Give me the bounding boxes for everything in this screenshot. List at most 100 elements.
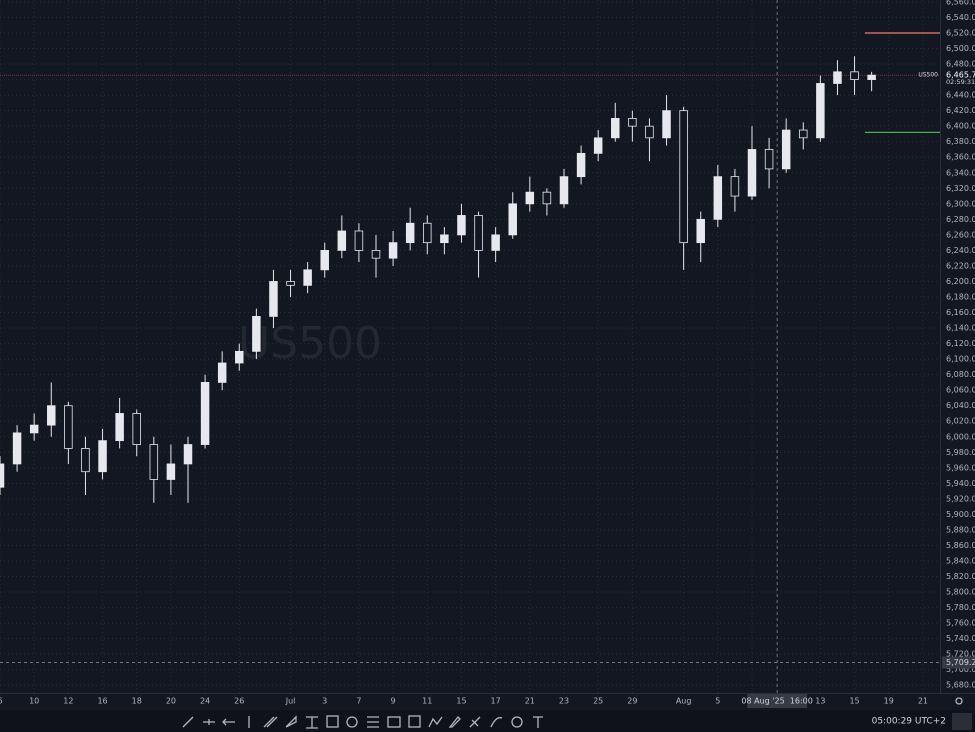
- y-tick-label: 5,680.00: [946, 681, 975, 690]
- path-tool[interactable]: [490, 717, 503, 728]
- y-tick-label: 6,340.00: [946, 168, 975, 177]
- arrow-tool[interactable]: [222, 718, 235, 726]
- crosshair-y-box: [942, 656, 975, 669]
- x-tick-label: 17: [491, 697, 501, 706]
- pattern-tool[interactable]: [428, 716, 443, 728]
- candle-body: [337, 230, 347, 251]
- y-tick-label: 6,180.00: [946, 293, 975, 302]
- candle-body: [474, 215, 483, 251]
- candle-body: [371, 250, 381, 259]
- candle-body: [850, 71, 859, 80]
- y-tick-label: 6,360.00: [946, 153, 975, 162]
- cycle-tool[interactable]: [346, 716, 358, 728]
- candle-body: [799, 129, 808, 139]
- x-tick-label: 12: [63, 697, 73, 706]
- trend-line-tool[interactable]: [182, 716, 194, 728]
- y-tick-label: 6,540.00: [946, 13, 975, 22]
- y-tick-label: 5,960.00: [946, 463, 975, 472]
- y-tick-label: 5,800.00: [946, 588, 975, 597]
- fib-tool[interactable]: [306, 716, 318, 729]
- icon-tool[interactable]: [511, 716, 523, 728]
- candle-body: [388, 242, 398, 259]
- y-tick-label: 5,940.00: [946, 479, 975, 488]
- symbol-label: US500: [918, 72, 938, 79]
- candle-body: [730, 176, 740, 197]
- y-tick-label: 5,840.00: [946, 557, 975, 566]
- gann-tool[interactable]: [367, 716, 379, 728]
- x-tick-label: 20: [166, 697, 176, 706]
- measure-tool[interactable]: [469, 716, 481, 728]
- x-tick-label: Aug: [676, 697, 692, 706]
- settings-button[interactable]: [952, 713, 972, 730]
- x-tick-label: 10: [29, 697, 39, 706]
- crosshair-x-label: 08 Aug '25 16:00: [741, 697, 812, 706]
- candle-body: [679, 110, 688, 244]
- y-tick-label: 5,880.00: [946, 525, 975, 534]
- channel-tool[interactable]: [263, 716, 278, 728]
- candle-body: [217, 362, 227, 383]
- candle-body: [491, 234, 500, 251]
- y-tick-label: 6,280.00: [946, 215, 975, 224]
- toolbar-icons: [182, 697, 972, 730]
- candle-body: [0, 463, 5, 488]
- y-tick-label: 6,020.00: [946, 417, 975, 426]
- pitchfork-tool[interactable]: [285, 715, 297, 728]
- x-tick-label: 11: [422, 697, 432, 706]
- y-tick-label: 6,140.00: [946, 324, 975, 333]
- y-tick-label: 6,000.00: [946, 432, 975, 441]
- y-tick-label: 6,400.00: [946, 122, 975, 131]
- y-tick-label: 6,320.00: [946, 184, 975, 193]
- candle-body: [47, 405, 56, 426]
- text-tool[interactable]: [533, 716, 543, 728]
- y-tick-label: 5,720.00: [946, 650, 975, 659]
- candle-body: [867, 74, 876, 80]
- y-tick-label: 6,560.00: [946, 0, 975, 6]
- grid-tool[interactable]: [326, 715, 339, 728]
- candle-body: [12, 432, 22, 465]
- x-tick-label: 26: [234, 697, 244, 706]
- x-tick-label: Jul: [285, 697, 296, 706]
- range-tool[interactable]: [387, 716, 401, 728]
- candle-body: [286, 281, 295, 286]
- y-tick-label: 5,820.00: [946, 572, 975, 581]
- last-price-box: [942, 69, 975, 87]
- candle-body: [440, 234, 449, 244]
- y-tick-label: 6,300.00: [946, 199, 975, 208]
- price-axis: [941, 0, 975, 693]
- x-tick-label: 21: [918, 697, 928, 706]
- x-tick-label: 29: [627, 697, 637, 706]
- candle-body: [405, 222, 415, 244]
- y-tick-label: 6,120.00: [946, 339, 975, 348]
- candle-body: [132, 413, 141, 445]
- candle-body: [764, 149, 774, 170]
- x-tick-label: 15: [849, 697, 859, 706]
- horizontal-ray-tool[interactable]: [203, 719, 215, 725]
- candle-body: [252, 316, 261, 352]
- clock: 05:00:29 UTC+2: [872, 717, 946, 727]
- x-tick-label: 24: [200, 697, 210, 706]
- candle-body: [183, 444, 193, 465]
- x-tick-label: 7: [356, 697, 361, 706]
- candle-body: [833, 71, 842, 84]
- brush-tool[interactable]: [448, 716, 461, 728]
- candle-body: [559, 176, 569, 205]
- countdown-label: 02:59:31: [946, 78, 975, 86]
- x-tick-label: 9: [391, 697, 396, 706]
- candle-body: [166, 463, 176, 480]
- candle-body: [662, 110, 671, 139]
- candle-body: [628, 118, 637, 127]
- toolbar: [0, 710, 975, 732]
- rect-tool[interactable]: [408, 715, 421, 728]
- candle-body: [576, 152, 586, 178]
- x-tick-label: 6: [0, 697, 3, 706]
- candle-body: [423, 222, 432, 244]
- candle-body: [781, 129, 791, 170]
- x-tick-label: 25: [593, 697, 603, 706]
- candle-body: [320, 250, 329, 271]
- gear-icon[interactable]: [955, 697, 963, 705]
- y-tick-label: 5,860.00: [946, 541, 975, 550]
- candle-body: [747, 149, 757, 197]
- y-tick-label: 6,040.00: [946, 401, 975, 410]
